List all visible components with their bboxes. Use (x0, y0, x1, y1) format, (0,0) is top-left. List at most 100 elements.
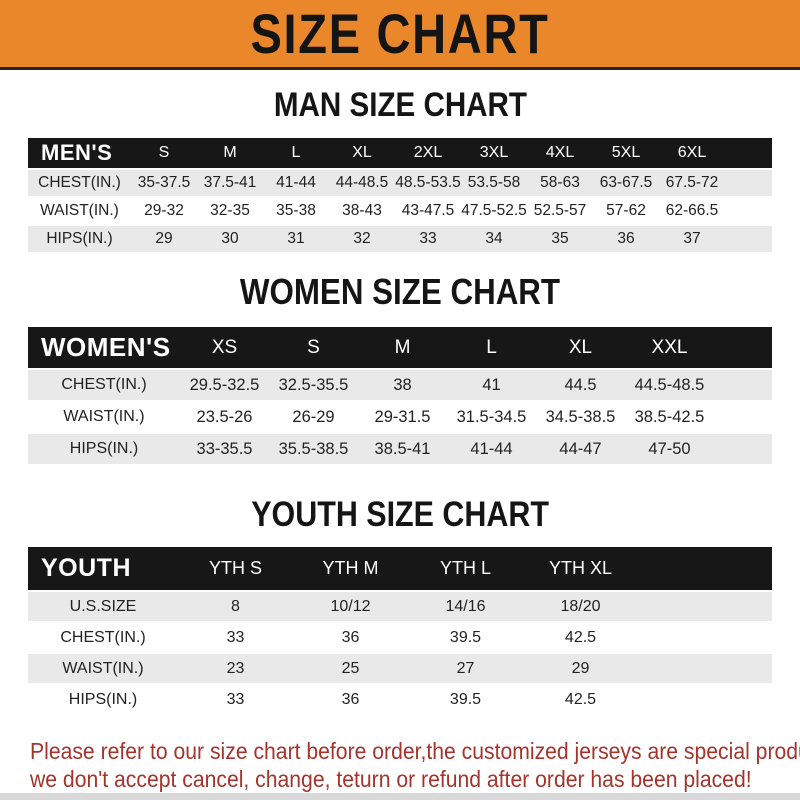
size-column-header: 3XL (461, 138, 527, 169)
row-label-cell: U.S.SIZE (28, 590, 178, 623)
measurement-row: CHEST(IN.) 35-37.5 37.5-41 41-44 44-48.5 48.5… (28, 168, 772, 198)
row-label-cell: HIPS(IN.) (28, 224, 131, 254)
size-value-cell: 44.5-48.5 (625, 368, 714, 402)
size-value-cell: 29-31.5 (358, 400, 447, 434)
size-value-cell: 29-32 (131, 196, 197, 226)
filler-cell (638, 547, 772, 591)
size-column-header: 6XL (659, 138, 725, 169)
size-value-cell: 27 (408, 652, 523, 685)
size-column-header: XL (329, 138, 395, 169)
size-column-header: S (131, 138, 197, 169)
measurement-row: HIPS(IN.) 33 36 39.5 42.5 (28, 683, 772, 716)
filler-cell (638, 652, 772, 685)
size-value-cell: 36 (593, 224, 659, 254)
size-value-cell: 42.5 (523, 683, 638, 716)
row-label-cell: HIPS(IN.) (28, 432, 180, 466)
size-value-cell: 44-47 (536, 432, 625, 466)
size-header-row: MEN'S S M L XL 2XL 3XL 4XL 5XL 6XL (28, 138, 772, 169)
youth-size-table: YOUTH YTH S YTH M YTH L YTH XL U.S.SIZE 8 10/12… (28, 547, 772, 716)
youth-size-chart-title-text: YOUTH SIZE CHART (251, 495, 549, 534)
size-column-header: M (197, 138, 263, 169)
size-value-cell: 23.5-26 (180, 400, 269, 434)
size-value-cell: 35-38 (263, 196, 329, 226)
size-value-cell: 37.5-41 (197, 168, 263, 198)
size-column-header: YTH XL (523, 547, 638, 591)
size-value-cell: 42.5 (523, 621, 638, 654)
row-label-cell: WAIST(IN.) (28, 196, 131, 226)
filler-cell (725, 168, 772, 198)
measurement-row: HIPS(IN.) 29 30 31 32 33 34 35 36 37 (28, 224, 772, 254)
disclaimer-line-1: Please refer to our size chart before or… (30, 738, 800, 764)
size-column-header: 5XL (593, 138, 659, 169)
size-value-cell: 33 (395, 224, 461, 254)
size-value-cell: 31 (263, 224, 329, 254)
filler-cell (714, 327, 772, 369)
women-size-chart-title: WOMEN SIZE CHART (0, 273, 800, 311)
size-value-cell: 63-67.5 (593, 168, 659, 198)
row-label-cell: WAIST(IN.) (28, 400, 180, 434)
size-value-cell: 41-44 (263, 168, 329, 198)
filler-cell (714, 400, 772, 434)
size-value-cell: 33-35.5 (180, 432, 269, 466)
size-value-cell: 38.5-41 (358, 432, 447, 466)
size-value-cell: 29 (131, 224, 197, 254)
size-value-cell: 34 (461, 224, 527, 254)
size-value-cell: 47-50 (625, 432, 714, 466)
size-column-header: XS (180, 327, 269, 369)
row-label-cell: WAIST(IN.) (28, 652, 178, 685)
size-value-cell: 36 (293, 683, 408, 716)
size-value-cell: 33 (178, 621, 293, 654)
filler-cell (638, 621, 772, 654)
size-value-cell: 32.5-35.5 (269, 368, 358, 402)
disclaimer-line-2: we don't accept cancel, change, teturn o… (30, 766, 752, 792)
size-value-cell: 44-48.5 (329, 168, 395, 198)
size-value-cell: 57-62 (593, 196, 659, 226)
measurement-row: WAIST(IN.) 29-32 32-35 35-38 38-43 43-47.5 47.… (28, 196, 772, 226)
size-value-cell: 26-29 (269, 400, 358, 434)
table-group-label: YOUTH (28, 547, 178, 591)
size-value-cell: 35 (527, 224, 593, 254)
size-header-row: YOUTH YTH S YTH M YTH L YTH XL (28, 547, 772, 591)
measurement-row: U.S.SIZE 8 10/12 14/16 18/20 (28, 590, 772, 623)
size-value-cell: 38 (358, 368, 447, 402)
size-value-cell: 44.5 (536, 368, 625, 402)
size-value-cell: 41-44 (447, 432, 536, 466)
size-column-header: L (263, 138, 329, 169)
filler-cell (638, 683, 772, 716)
size-column-header: YTH S (178, 547, 293, 591)
size-chart-banner: SIZE CHART (0, 0, 800, 70)
size-value-cell: 25 (293, 652, 408, 685)
table-group-label: MEN'S (28, 138, 131, 169)
size-value-cell: 23 (178, 652, 293, 685)
size-value-cell: 36 (293, 621, 408, 654)
man-size-chart-title: MAN SIZE CHART (0, 87, 800, 123)
size-value-cell: 43-47.5 (395, 196, 461, 226)
filler-cell (714, 368, 772, 402)
women-size-table: WOMEN'S XS S M L XL XXL CHEST(IN.) 29.5-32.5 32.5… (28, 327, 772, 466)
filler-cell (725, 196, 772, 226)
size-value-cell: 33 (178, 683, 293, 716)
size-value-cell: 52.5-57 (527, 196, 593, 226)
size-value-cell: 67.5-72 (659, 168, 725, 198)
size-column-header: L (447, 327, 536, 369)
size-value-cell: 53.5-58 (461, 168, 527, 198)
size-value-cell: 48.5-53.5 (395, 168, 461, 198)
disclaimer-note: Please refer to our size chart before or… (30, 737, 800, 793)
row-label-cell: CHEST(IN.) (28, 621, 178, 654)
row-label-cell: CHEST(IN.) (28, 368, 180, 402)
size-value-cell: 35.5-38.5 (269, 432, 358, 466)
size-value-cell: 39.5 (408, 621, 523, 654)
size-value-cell: 38.5-42.5 (625, 400, 714, 434)
size-header-row: WOMEN'S XS S M L XL XXL (28, 327, 772, 369)
size-value-cell: 39.5 (408, 683, 523, 716)
size-value-cell: 10/12 (293, 590, 408, 623)
size-value-cell: 29.5-32.5 (180, 368, 269, 402)
size-value-cell: 47.5-52.5 (461, 196, 527, 226)
size-value-cell: 38-43 (329, 196, 395, 226)
size-value-cell: 32-35 (197, 196, 263, 226)
youth-size-chart-title: YOUTH SIZE CHART (0, 496, 800, 533)
size-value-cell: 14/16 (408, 590, 523, 623)
size-column-header: M (358, 327, 447, 369)
size-column-header: XXL (625, 327, 714, 369)
filler-cell (638, 590, 772, 623)
